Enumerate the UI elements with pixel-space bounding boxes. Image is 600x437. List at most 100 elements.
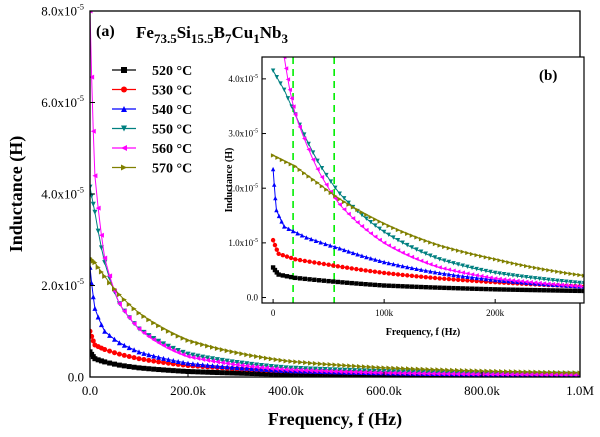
- marker-triangle-up: [432, 269, 438, 275]
- marker-triangle-up: [299, 233, 305, 238]
- marker-circle: [460, 277, 465, 283]
- marker-triangle-down: [278, 364, 284, 370]
- marker-triangle-right: [121, 164, 127, 171]
- marker-triangle-left: [577, 284, 582, 289]
- composition-subscript: 1: [253, 31, 260, 46]
- marker-triangle-up: [479, 276, 484, 281]
- marker-triangle-left: [484, 371, 490, 377]
- marker-triangle-down: [219, 357, 225, 363]
- marker-circle: [381, 270, 387, 276]
- inset-chart: 0 100k 200k0.01.0x10-52.0x10-53.0x10-54.0x…: [224, 56, 585, 338]
- marker-triangle-right: [381, 365, 387, 371]
- marker-circle: [354, 266, 359, 272]
- marker-square: [331, 279, 336, 284]
- y-tick-label-text: 1.0x10: [228, 238, 253, 248]
- marker-triangle-left: [418, 258, 424, 264]
- marker-triangle-left: [214, 359, 220, 365]
- marker-triangle-right: [396, 365, 402, 371]
- marker-triangle-left: [396, 370, 402, 376]
- y-axis-label: Inductance (H): [224, 148, 235, 213]
- y-tick-label: 0.0: [68, 370, 84, 385]
- y-tick-label: 4.0x10-5: [228, 74, 258, 84]
- marker-triangle-left: [322, 368, 328, 374]
- marker-triangle-right: [368, 214, 374, 220]
- marker-triangle-right: [116, 292, 122, 298]
- marker-triangle-left: [501, 277, 507, 282]
- marker-square: [298, 371, 304, 377]
- series-3: [270, 68, 584, 286]
- marker-triangle-right: [564, 270, 569, 276]
- marker-triangle-left: [136, 326, 142, 332]
- marker-triangle-up: [328, 243, 333, 248]
- marker-triangle-right: [190, 339, 196, 345]
- marker-triangle-down: [541, 277, 547, 282]
- x-tick-label: 400.0k: [268, 383, 304, 398]
- marker-triangle-right: [279, 157, 285, 163]
- marker-triangle-up: [465, 274, 470, 279]
- marker-triangle-right: [288, 162, 294, 167]
- marker-triangle-right: [440, 367, 446, 373]
- marker-triangle-up: [146, 352, 152, 358]
- marker-triangle-left: [528, 280, 533, 285]
- marker-triangle-up: [437, 270, 442, 276]
- marker-triangle-left: [483, 274, 489, 280]
- marker-square: [102, 359, 108, 365]
- marker-square: [121, 67, 127, 73]
- marker-triangle-right: [337, 362, 343, 368]
- marker-triangle-left: [324, 182, 329, 187]
- y-tick-label: 8.0x10-5: [41, 2, 84, 19]
- marker-triangle-right: [455, 367, 460, 373]
- marker-triangle-right: [577, 272, 582, 278]
- marker-circle: [340, 264, 345, 270]
- marker-triangle-up: [214, 363, 220, 369]
- marker-triangle-right: [506, 260, 511, 265]
- marker-square: [146, 366, 152, 372]
- marker-circle: [151, 358, 157, 364]
- marker-square: [581, 288, 584, 294]
- y-tick-label-exp: -5: [253, 183, 258, 189]
- x-tick-label: 1.0M: [566, 383, 594, 398]
- marker-triangle-down: [506, 272, 511, 278]
- marker-triangle-down: [510, 273, 516, 278]
- marker-square: [483, 286, 489, 292]
- marker-triangle-left: [131, 321, 137, 327]
- marker-triangle-left: [185, 353, 191, 359]
- marker-square: [537, 287, 542, 293]
- marker-square: [501, 287, 507, 292]
- legend-label: 570 °C: [152, 162, 192, 177]
- marker-square: [474, 286, 479, 292]
- marker-triangle-right: [98, 269, 104, 275]
- marker-triangle-down: [121, 125, 127, 132]
- marker-triangle-down: [190, 352, 196, 358]
- marker-triangle-right: [510, 261, 516, 266]
- marker-triangle-up: [229, 364, 235, 370]
- x-tick-label: 0: [271, 308, 276, 318]
- marker-triangle-left: [455, 371, 460, 377]
- panel-label-b: (b): [539, 68, 557, 84]
- marker-square: [577, 288, 582, 294]
- marker-triangle-right: [423, 238, 428, 244]
- marker-triangle-up: [488, 277, 493, 282]
- marker-triangle-right: [483, 255, 489, 260]
- composition-subscript: 15.5: [191, 31, 214, 46]
- marker-triangle-down: [328, 179, 334, 184]
- marker-triangle-up: [455, 273, 461, 278]
- marker-triangle-left: [459, 371, 465, 377]
- marker-triangle-left: [559, 282, 564, 288]
- marker-square: [519, 287, 525, 293]
- marker-square: [195, 369, 201, 375]
- marker-triangle-left: [508, 371, 514, 377]
- marker-triangle-up: [141, 350, 147, 356]
- marker-triangle-left: [568, 283, 573, 288]
- marker-triangle-left: [146, 333, 152, 339]
- marker-triangle-right: [95, 264, 101, 270]
- marker-triangle-left: [293, 367, 299, 373]
- marker-triangle-right: [333, 193, 338, 199]
- marker-square: [185, 369, 191, 375]
- marker-triangle-left: [337, 369, 343, 375]
- marker-triangle-left: [268, 365, 274, 371]
- marker-square: [372, 282, 378, 288]
- marker-triangle-left: [414, 256, 419, 262]
- marker-triangle-down: [428, 253, 433, 258]
- marker-triangle-left: [469, 371, 475, 377]
